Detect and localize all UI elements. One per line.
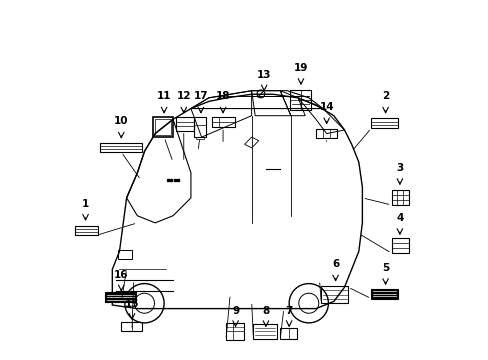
Bar: [75, 226, 98, 235]
Bar: [225, 323, 244, 340]
Bar: [196, 137, 203, 139]
Text: 6: 6: [331, 259, 339, 269]
Text: 5: 5: [381, 263, 388, 273]
Bar: [370, 289, 397, 298]
Text: 14: 14: [319, 102, 333, 112]
Bar: [153, 117, 173, 137]
Bar: [105, 292, 135, 302]
Text: 11: 11: [157, 91, 171, 102]
Text: 18: 18: [215, 91, 230, 102]
Bar: [193, 117, 206, 137]
Bar: [280, 328, 297, 339]
Text: 7: 7: [285, 306, 292, 316]
Text: 4: 4: [395, 213, 403, 223]
Text: 3: 3: [395, 163, 403, 173]
Text: 9: 9: [231, 306, 239, 316]
Text: 16: 16: [114, 270, 128, 280]
Bar: [370, 118, 397, 128]
Bar: [121, 322, 142, 331]
Text: 8: 8: [262, 306, 269, 316]
Bar: [391, 238, 408, 253]
Text: 19: 19: [293, 63, 307, 73]
Text: 12: 12: [176, 91, 191, 102]
Bar: [155, 119, 171, 135]
Bar: [211, 117, 234, 127]
Bar: [118, 249, 132, 258]
Bar: [100, 143, 142, 152]
Bar: [176, 117, 193, 131]
Text: 2: 2: [381, 91, 388, 102]
Text: 15: 15: [124, 298, 139, 309]
Text: 10: 10: [114, 116, 128, 126]
Text: 17: 17: [193, 91, 208, 102]
Bar: [321, 286, 347, 303]
Bar: [253, 324, 276, 339]
Text: 1: 1: [82, 199, 89, 208]
Text: 13: 13: [256, 70, 271, 80]
Bar: [315, 129, 337, 138]
Bar: [391, 190, 408, 205]
Bar: [290, 90, 310, 111]
